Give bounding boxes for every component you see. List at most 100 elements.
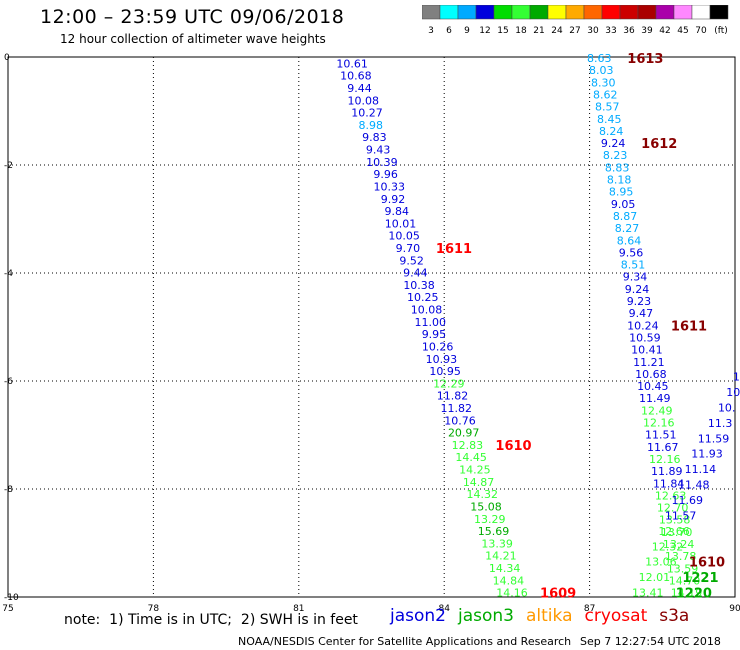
- wave-height-value: 14.84: [493, 574, 525, 587]
- wave-height-value: 8.62: [593, 88, 618, 101]
- wave-height-value: 11.67: [647, 441, 679, 454]
- x-tick-label: 78: [148, 604, 160, 614]
- wave-height-value: 10.27: [351, 107, 383, 120]
- x-tick-label: 90: [729, 604, 740, 614]
- wave-height-value: 8.87: [613, 210, 638, 223]
- color-scale-label: 33: [605, 26, 616, 36]
- wave-height-value: 10.38: [403, 279, 435, 292]
- time-label: 1610: [495, 439, 531, 454]
- color-scale-label: 36: [623, 26, 635, 36]
- wave-height-value: 10.33: [374, 180, 406, 193]
- color-scale-legend: 3 6 9 12 15 18 21 24 27 30 33 36 39 42 45 70 (ft): [422, 5, 729, 36]
- wave-height-value: 14.87: [463, 476, 495, 489]
- wave-height-value: 9.47: [629, 307, 654, 320]
- wave-height-value: 10.: [718, 401, 736, 414]
- time-label: 1611: [436, 242, 472, 257]
- wave-height-value: 10.01: [385, 217, 417, 230]
- wave-height-value: 8.03: [589, 64, 614, 77]
- wave-height-value: 10.25: [407, 291, 439, 304]
- wave-height-value: 10.26: [422, 340, 454, 353]
- wave-height-value: 11.57: [665, 509, 697, 522]
- wave-height-value: 8.64: [617, 234, 642, 247]
- color-scale-label: 30: [587, 26, 599, 36]
- plot-frame: [7, 56, 736, 598]
- wave-height-value: 12.01: [639, 571, 671, 584]
- wave-height-value: 9.44: [347, 82, 372, 95]
- wave-height-value: 12.16: [643, 417, 675, 430]
- wave-height-value: 8.51: [621, 259, 646, 272]
- time-label: 1220: [676, 587, 712, 602]
- wave-height-value: 10.08: [411, 304, 443, 317]
- wave-height-value: 9.44: [403, 267, 428, 280]
- wave-height-value: 14.45: [455, 451, 487, 464]
- wave-height-value: 11.14: [685, 463, 717, 476]
- wave-height-value: 9.05: [611, 198, 636, 211]
- wave-height-value: 14.19: [671, 587, 703, 600]
- wave-height-value: 13.29: [474, 513, 506, 526]
- wave-height-value: 13.39: [481, 537, 513, 550]
- wave-height-value: 9.84: [384, 205, 409, 218]
- wave-height-value: 12.29: [433, 377, 465, 390]
- wave-height-value: 8.95: [609, 186, 634, 199]
- color-scale-label: 42: [659, 26, 670, 36]
- y-tick-label: -2: [4, 161, 13, 171]
- wave-height-value: 10.68: [635, 368, 667, 381]
- wave-height-value: 9.92: [381, 193, 406, 206]
- time-label: 1612: [641, 137, 677, 152]
- color-scale-label: 6: [446, 26, 452, 36]
- wave-height-value: 14.32: [467, 488, 499, 501]
- wave-height-value: 12.70: [657, 502, 689, 515]
- color-scale-label: 39: [641, 26, 653, 36]
- wave-height-value: 10.61: [336, 57, 368, 70]
- wave-height-value: 13.24: [663, 538, 695, 551]
- time-label: 1611: [671, 319, 707, 334]
- wave-height-value: 10.24: [627, 319, 659, 332]
- wave-height-value: 11.69: [671, 494, 703, 507]
- wave-height-value: 14.25: [459, 464, 491, 477]
- wave-height-value: 8.45: [597, 113, 622, 126]
- wave-height-value: 14.16: [496, 587, 528, 600]
- wave-height-value: 9.83: [362, 131, 387, 144]
- time-label: 1613: [627, 52, 663, 67]
- wave-height-value: 8.23: [603, 149, 628, 162]
- chart-subtitle: 12 hour collection of altimeter wave hei…: [60, 32, 326, 46]
- legend-item-jason3: jason3: [458, 606, 514, 626]
- wave-height-value: 12.83: [452, 439, 484, 452]
- color-scale-label: 45: [677, 26, 688, 36]
- wave-height-value: 10: [733, 371, 740, 384]
- wave-height-value: 10.68: [340, 70, 372, 83]
- wave-height-value: 11.59: [698, 432, 730, 445]
- wave-height-value: 13.70: [661, 526, 693, 539]
- wave-height-value: 13.41: [632, 587, 664, 600]
- wave-height-value: 10.95: [429, 365, 461, 378]
- wave-height-value: 13.06: [645, 556, 677, 569]
- wave-height-value: 10.76: [444, 414, 476, 427]
- x-tick-label: 75: [2, 604, 13, 614]
- time-label: 1610: [689, 556, 725, 571]
- color-scale-label: 15: [497, 26, 508, 36]
- wave-height-value: 8.83: [605, 161, 630, 174]
- wave-height-value: 14.70: [669, 574, 701, 587]
- wave-height-value: 15.08: [470, 500, 502, 513]
- wave-height-value: 10.41: [631, 344, 663, 357]
- wave-height-value: 11.93: [691, 448, 723, 461]
- wave-height-value: 11.3: [708, 417, 733, 430]
- y-tick-label: -8: [4, 485, 13, 495]
- wave-height-value: 8.57: [595, 101, 620, 114]
- wave-height-value: 9.70: [396, 242, 421, 255]
- color-scale-label: 24: [551, 26, 563, 36]
- wave-height-value: 10: [726, 386, 740, 399]
- wave-height-value: 13.58: [659, 514, 691, 527]
- wave-height-value: 12.16: [649, 453, 681, 466]
- wave-height-value: 12.32: [652, 540, 684, 553]
- color-scale-label: 12: [479, 26, 490, 36]
- color-scale-label: 18: [515, 26, 527, 36]
- wave-height-value: 9.52: [399, 254, 424, 267]
- color-scale-label: 70: [695, 26, 707, 36]
- wave-height-value: 9.23: [627, 295, 652, 308]
- color-scale-label: 21: [533, 26, 544, 36]
- color-scale-label: (ft): [714, 26, 728, 36]
- wave-height-value: 11.84: [653, 477, 685, 490]
- wave-height-value: 13.59: [667, 562, 699, 575]
- color-scale-label: 27: [569, 26, 580, 36]
